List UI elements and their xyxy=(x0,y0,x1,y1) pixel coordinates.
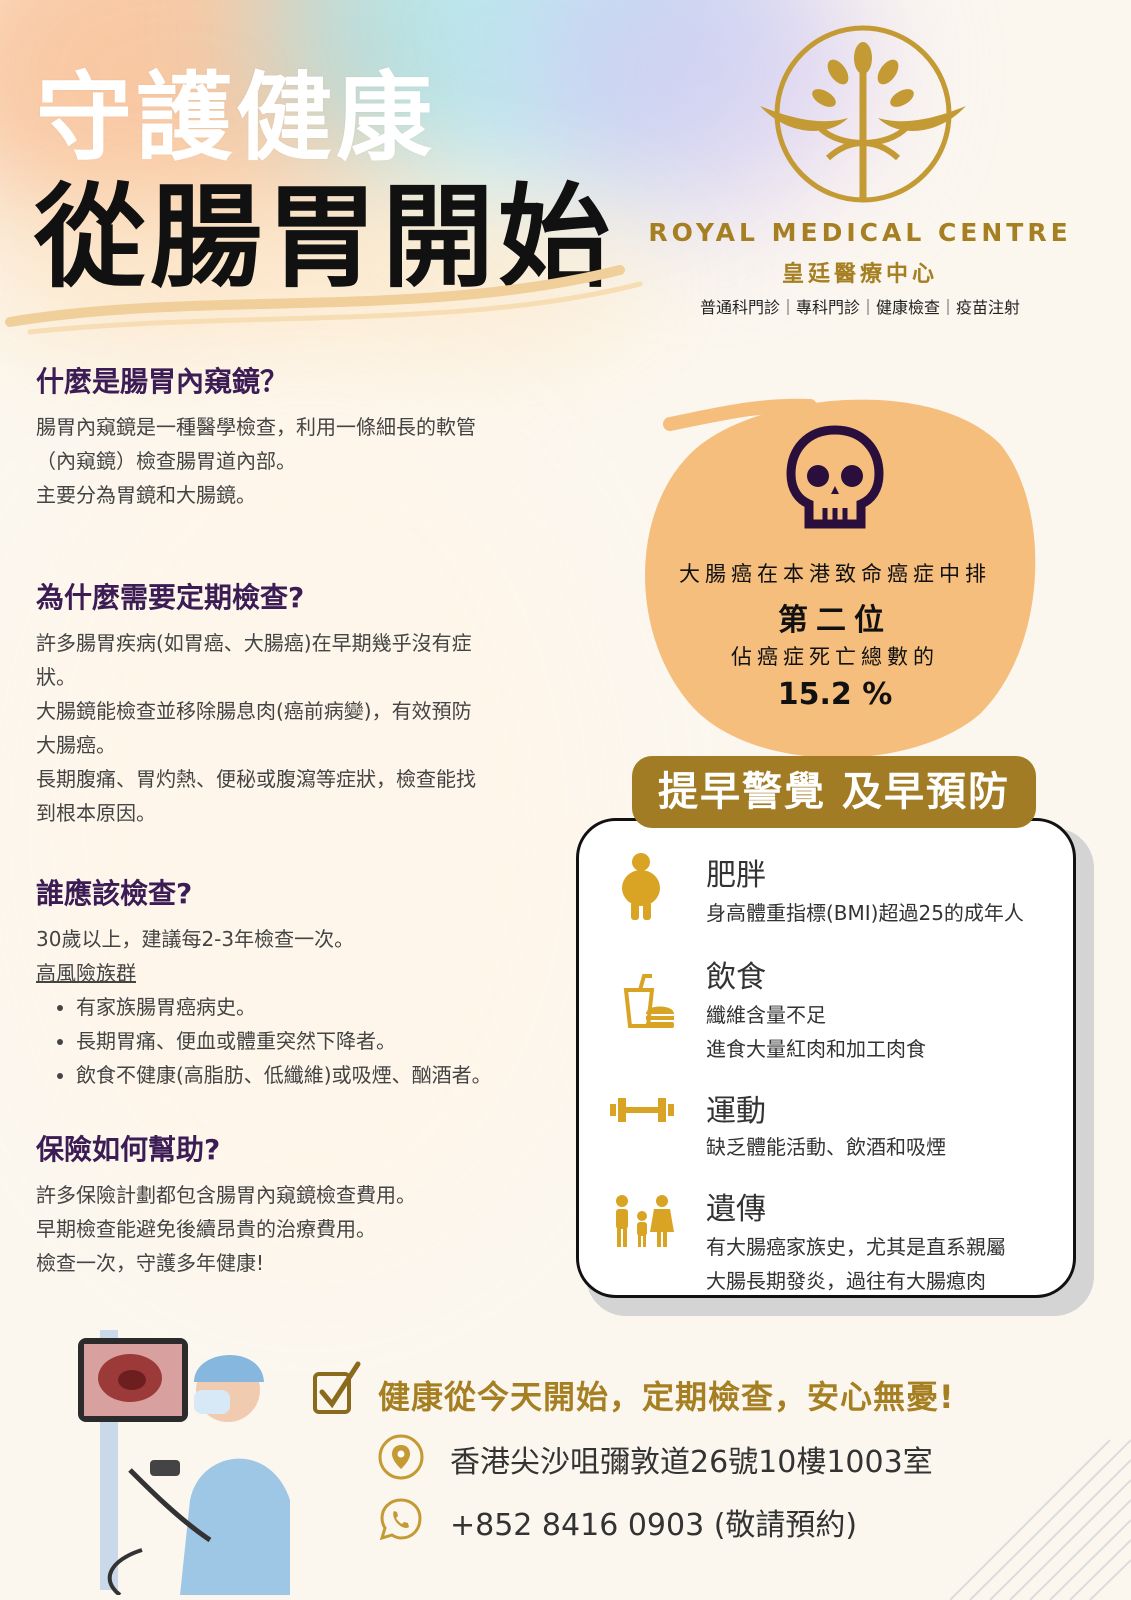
section-title: 保險如何幫助? xyxy=(36,1133,221,1166)
section-line: 狀。 xyxy=(36,665,76,689)
stat-percent: 15.2 % xyxy=(777,677,893,712)
brand-name-en: ROYAL MEDICAL CENTRE xyxy=(648,218,1072,247)
risk-detail: 身高體重指標(BMI)超過25的成年人 xyxy=(706,901,1024,925)
risk-title: 肥胖 xyxy=(706,858,766,893)
section-title: 誰應該檢查? xyxy=(36,877,193,910)
dumbbell-icon xyxy=(610,1098,674,1122)
section-line: 大腸鏡能檢查並移除腸息肉(癌前病變)，有效預防 xyxy=(36,699,472,723)
risk-title: 遺傳 xyxy=(706,1192,766,1227)
section-why-check: 為什麼需要定期檢查? 許多腸胃疾病(如胃癌、大腸癌)在早期幾乎沒有症 狀。 大腸… xyxy=(36,576,576,830)
footer-address: 香港尖沙咀彌敦道26號10樓1003室 xyxy=(450,1445,933,1480)
family-icon xyxy=(616,1195,674,1247)
stat-rank: 第二位 xyxy=(778,603,892,638)
location-pin-icon xyxy=(378,1434,424,1480)
section-line: 大腸癌。 xyxy=(36,733,116,757)
obese-person-icon xyxy=(622,853,660,920)
risk-detail: 纖維含量不足 xyxy=(706,1003,826,1027)
list-item: 飲食不健康(高脂肪、低纖維)或吸煙、酗酒者。 xyxy=(76,1058,576,1092)
checkmark-icon xyxy=(313,1361,361,1414)
section-who-should-check: 誰應該檢查? 30歲以上，建議每2-3年檢查一次。 高風險族群 有家族腸胃癌病史… xyxy=(36,872,576,1092)
skull-icon xyxy=(786,425,884,529)
stat-line-2: 佔癌症死亡總數的 xyxy=(731,645,939,669)
section-line: 許多腸胃疾病(如胃癌、大腸癌)在早期幾乎沒有症 xyxy=(36,631,472,655)
hero-line-1: 守護健康 xyxy=(36,62,436,174)
brand-name-zh: 皇廷醫療中心 xyxy=(781,262,938,287)
high-risk-list: 有家族腸胃癌病史。 長期胃痛、便血或體重突然下降者。 飲食不健康(高脂肪、低纖維… xyxy=(36,990,576,1092)
risk-header: 提早警覺 及早預防 xyxy=(632,756,1036,828)
whatsapp-icon xyxy=(379,1498,422,1541)
risk-title: 運動 xyxy=(706,1094,766,1129)
section-line: 早期檢查能避免後續昂貴的治療費用。 xyxy=(36,1217,376,1241)
hero-line-2: 從腸胃開始 xyxy=(34,173,614,303)
list-item: 長期胃痛、便血或體重突然下降者。 xyxy=(76,1024,576,1058)
risk-detail: 有大腸癌家族史，尤其是直系親屬 xyxy=(706,1235,1006,1259)
section-line: 主要分為胃鏡和大腸鏡。 xyxy=(36,483,256,507)
section-title: 為什麼需要定期檢查? xyxy=(36,581,305,614)
fast-food-icon xyxy=(623,974,674,1028)
list-item: 有家族腸胃癌病史。 xyxy=(76,990,576,1024)
risk-title: 飲食 xyxy=(706,960,766,995)
section-what-is-endoscopy: 什麼是腸胃內窺鏡？ 腸胃內窺鏡是一種醫學檢查，利用一條細長的軟管 （內窺鏡）檢查… xyxy=(36,360,576,512)
brand-services: 普通科門診｜專科門診｜健康檢查｜疫苗注射 xyxy=(699,298,1020,317)
stat-line-1: 大腸癌在本港致命癌症中排 xyxy=(679,562,991,586)
section-line: 檢查一次，守護多年健康! xyxy=(36,1251,265,1275)
risk-detail: 缺乏體能活動、飲酒和吸煙 xyxy=(706,1135,946,1159)
section-insurance: 保險如何幫助? 許多保險計劃都包含腸胃內窺鏡檢查費用。 早期檢查能避免後續昂貴的… xyxy=(36,1128,576,1280)
footer-slogan: 健康從今天開始，定期檢查，安心無憂! xyxy=(378,1378,955,1416)
section-title: 什麼是腸胃內窺鏡？ xyxy=(36,365,289,398)
risk-detail: 大腸長期發炎，過往有大腸瘜肉 xyxy=(706,1269,986,1293)
footer-phone[interactable]: +852 8416 0903 (敬請預約) xyxy=(450,1508,858,1543)
section-line: 到根本原因。 xyxy=(36,801,156,825)
high-risk-subhead: 高風險族群 xyxy=(36,961,136,985)
section-line: （內窺鏡）檢查腸胃道內部。 xyxy=(36,449,296,473)
royal-medical-logo xyxy=(760,25,966,203)
swoosh-decoration xyxy=(5,265,643,335)
stat-circle xyxy=(645,398,1036,758)
hatch-decoration xyxy=(950,1439,1131,1600)
section-line: 30歲以上，建議每2-3年檢查一次。 xyxy=(36,927,355,951)
section-line: 腸胃內窺鏡是一種醫學檢查，利用一條細長的軟管 xyxy=(36,415,476,439)
section-line: 長期腹痛、胃灼熱、便秘或腹瀉等症狀，檢查能找 xyxy=(36,767,476,791)
doctor-endoscope-illustration xyxy=(78,1330,290,1595)
risk-detail: 進食大量紅肉和加工肉食 xyxy=(706,1037,926,1061)
section-line: 許多保險計劃都包含腸胃內窺鏡檢查費用。 xyxy=(36,1183,416,1207)
